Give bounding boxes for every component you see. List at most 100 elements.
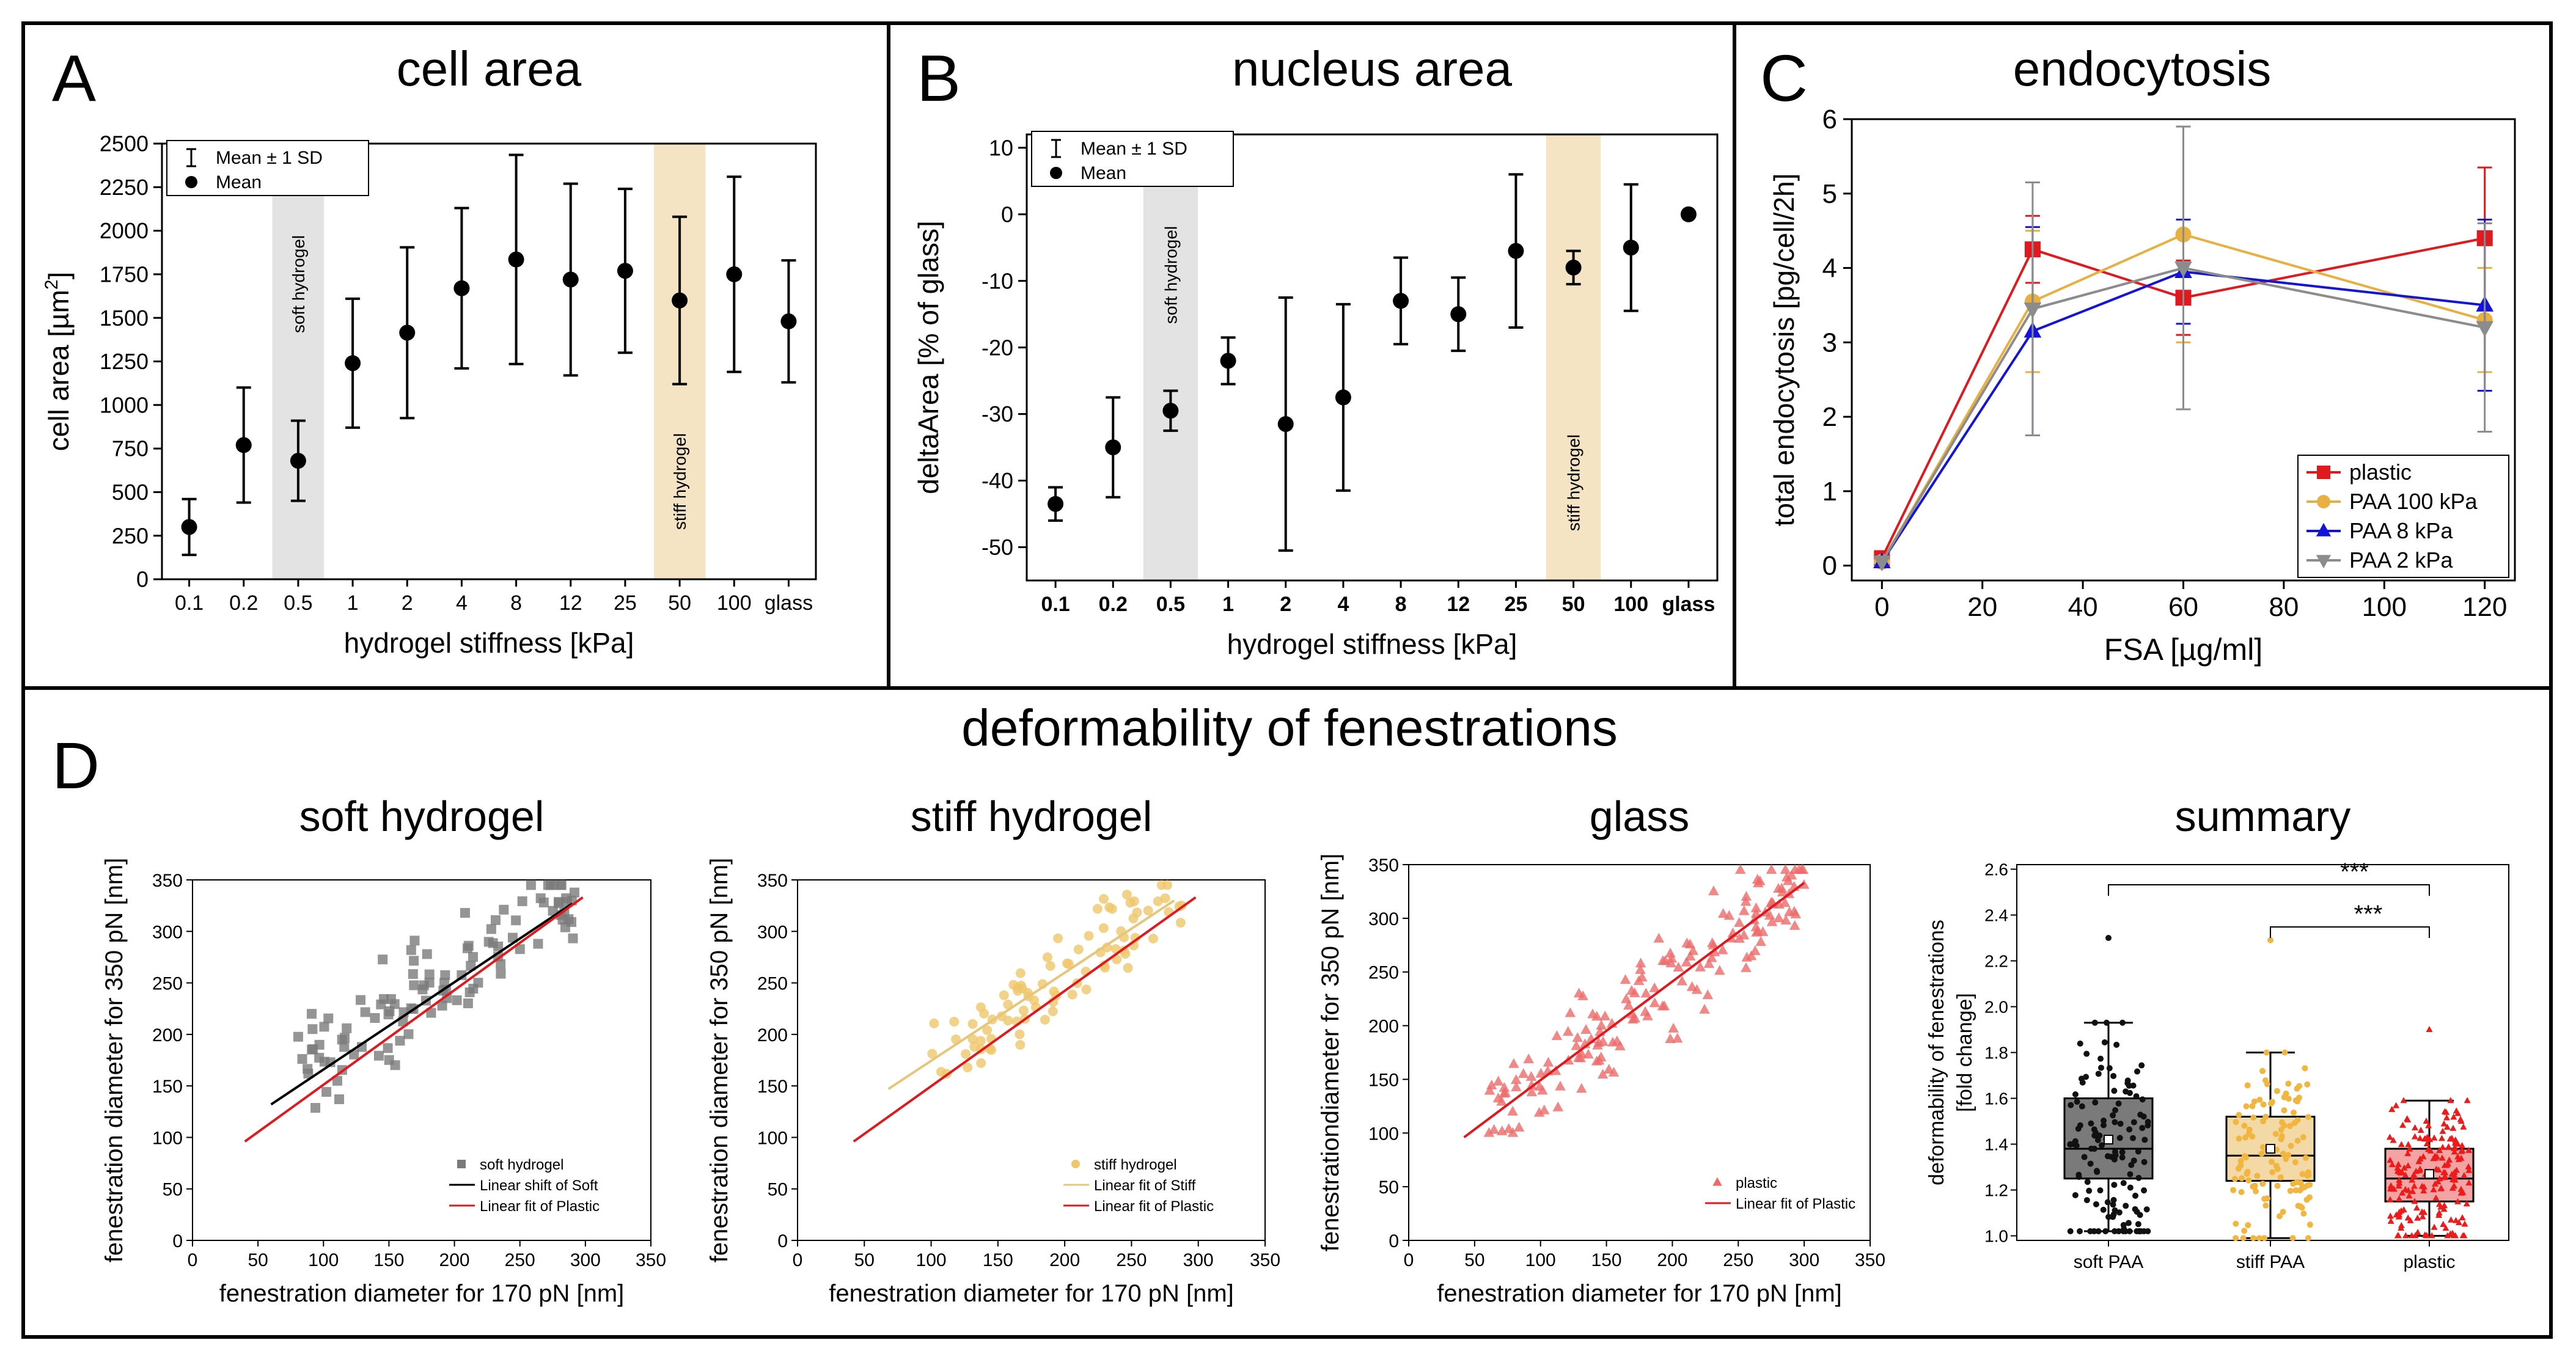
legend-label: Linear fit of Plastic: [1736, 1196, 1855, 1212]
scatter-point: [1513, 1121, 1525, 1132]
frame-panel-a: [21, 21, 890, 690]
x-tick-label: glass: [1662, 593, 1715, 616]
data-point: [2130, 1157, 2137, 1164]
data-point: [2135, 1174, 2142, 1181]
scatter-point: [310, 1103, 321, 1113]
series-line-paa-8-kpa: [1881, 270, 2485, 563]
data-point: [2443, 1123, 2451, 1130]
x-tick-label: 0: [1404, 1250, 1414, 1270]
data-point: [2093, 1201, 2099, 1207]
data-point: [2430, 1186, 2437, 1193]
data-point: [2115, 1228, 2122, 1234]
data-point: [2440, 1174, 2448, 1181]
data-point: [2123, 1203, 2129, 1209]
legend-label: Linear fit of Plastic: [1094, 1198, 1214, 1215]
mean-point: [290, 453, 306, 469]
data-point: [2259, 1118, 2266, 1125]
x-tick-label: 300: [1789, 1250, 1819, 1270]
scatter-point: [963, 1062, 973, 1072]
data-point: [2241, 1122, 2248, 1129]
scatter-point: [1121, 890, 1132, 900]
data-point: [2304, 1081, 2311, 1088]
data-point: [2402, 1185, 2409, 1192]
data-point: [2263, 1049, 2270, 1056]
data-point: [2302, 1184, 2308, 1190]
data-point: [2441, 1108, 2448, 1115]
scatter-point: [483, 937, 494, 947]
legend-label: plastic: [1736, 1175, 1777, 1192]
data-point: [2434, 1153, 2441, 1160]
data-point: [2398, 1141, 2405, 1148]
scatter-point: [1084, 931, 1094, 941]
x-tick-label: plastic: [2403, 1252, 2455, 1272]
soft-hydrogel-band: [1143, 134, 1198, 580]
scatter-point: [1003, 1016, 1013, 1026]
data-point: [2399, 1121, 2407, 1128]
scatter-point: [373, 1050, 384, 1061]
data-point: [2145, 1228, 2151, 1234]
scatter-point: [378, 954, 388, 965]
legend-box: [166, 140, 369, 196]
data-point: [2305, 1114, 2312, 1121]
legend-label: Linear shift of Soft: [480, 1177, 598, 1194]
data-point: [2413, 1204, 2421, 1211]
scatter-point: [1148, 933, 1158, 943]
outlier-point: [2105, 935, 2112, 941]
scatter-point: [1488, 1124, 1500, 1134]
chart-title: summary: [2175, 793, 2351, 840]
data-point: [2283, 1155, 2289, 1162]
data-point: [2145, 1119, 2151, 1126]
y-tick-label: 750: [112, 436, 149, 461]
panel-letter: A: [52, 41, 96, 115]
scatter-point: [569, 887, 579, 898]
y-tick-label: 350: [757, 871, 788, 891]
data-point: [2432, 1165, 2440, 1172]
chart-stiff-hydrogel: 0 50 100 150 200 250 300 350 0 50 100 150 200 250 300 3…: [706, 793, 1280, 1307]
y-tick-label: 0: [136, 567, 149, 592]
x-tick-label: 12: [1447, 593, 1470, 616]
data-point: [2292, 1097, 2299, 1104]
soft-hydrogel-band-label: soft hydrogel: [289, 235, 308, 333]
stiff-hydrogel-band-label: stiff hydrogel: [1565, 434, 1583, 531]
data-point: [2406, 1145, 2413, 1152]
x-tick-label: 50: [248, 1250, 268, 1270]
scatter-point: [1684, 939, 1696, 949]
scatter-point: [293, 1031, 303, 1042]
scatter-point: [383, 1009, 394, 1020]
legend-marker: [2316, 555, 2332, 569]
scatter-point: [1673, 961, 1684, 972]
scatter-point: [1750, 907, 1762, 918]
data-point: [2442, 1169, 2449, 1176]
data-point: [2400, 1206, 2407, 1213]
x-axis-label: fenestration diameter for 170 pN [nm]: [829, 1280, 1234, 1307]
data-point: [2440, 1206, 2448, 1212]
data-point: [2294, 1137, 2301, 1144]
chart-nucleus-area: soft hydrogel stiff hydrogel -50 -40 -30 -20 -…: [912, 41, 1719, 660]
scatter-point: [1773, 912, 1785, 923]
scatter-point: [409, 935, 420, 946]
data-point: [2269, 1169, 2276, 1176]
series-line-paa-2-kpa: [1881, 266, 2486, 563]
data-point: [2268, 1100, 2275, 1107]
scatter-point: [1708, 939, 1719, 950]
mean-point: [1565, 259, 1582, 276]
data-point: [2117, 1121, 2124, 1127]
data-point: [2439, 1143, 2446, 1150]
scatter-point: [1780, 914, 1791, 924]
y-tick-label: 350: [1368, 855, 1399, 876]
plot-frame: [797, 879, 1266, 1241]
data-point: [2261, 1235, 2267, 1242]
scatter-point: [1620, 974, 1631, 984]
y-axis-label: deltaArea [% of glass]: [912, 221, 944, 494]
chart-soft-hydrogel: 0 50 100 150 200 250 300 350 0 50 100 150 200 250 300 3…: [101, 793, 666, 1307]
data-point: [2435, 1209, 2443, 1216]
data-point: [2420, 1187, 2427, 1194]
y-tick-label: 150: [152, 1077, 183, 1097]
y-tick-label: 2.6: [1984, 860, 2008, 879]
data-point: [2143, 1206, 2150, 1213]
data-point: [2250, 1183, 2256, 1190]
x-tick-label: 40: [2068, 592, 2098, 622]
data-point: [2126, 1082, 2132, 1089]
data-point: [2459, 1188, 2467, 1195]
y-tick-label: 2.0: [1984, 998, 2008, 1017]
